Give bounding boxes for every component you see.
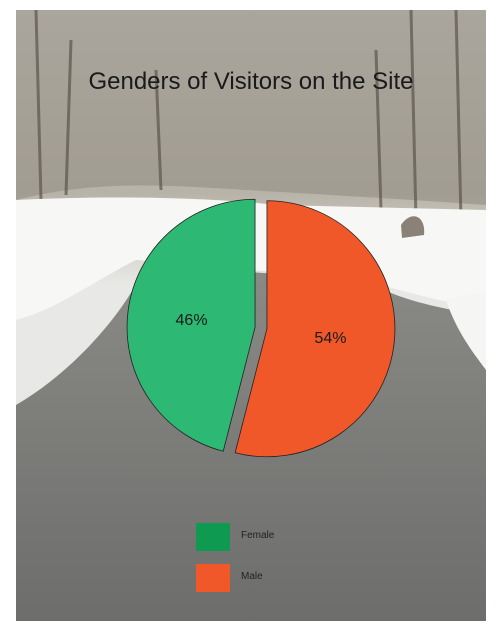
pie-label-male: 54% [314,330,346,347]
legend-label-female: Female [241,530,275,541]
legend-swatch-female [196,523,230,551]
chart-title: Genders of Visitors on the Site [88,68,414,95]
legend-swatch-male [196,564,230,592]
pie-slice-male [234,200,396,458]
chart-canvas: Genders of Visitors on the Site 54% 46% F… [16,10,486,621]
pie-label-female: 46% [176,312,208,329]
legend-label-male: Male [241,571,263,582]
pie-chart: 54% 46% [126,198,396,458]
pie-slice-female [126,198,256,452]
